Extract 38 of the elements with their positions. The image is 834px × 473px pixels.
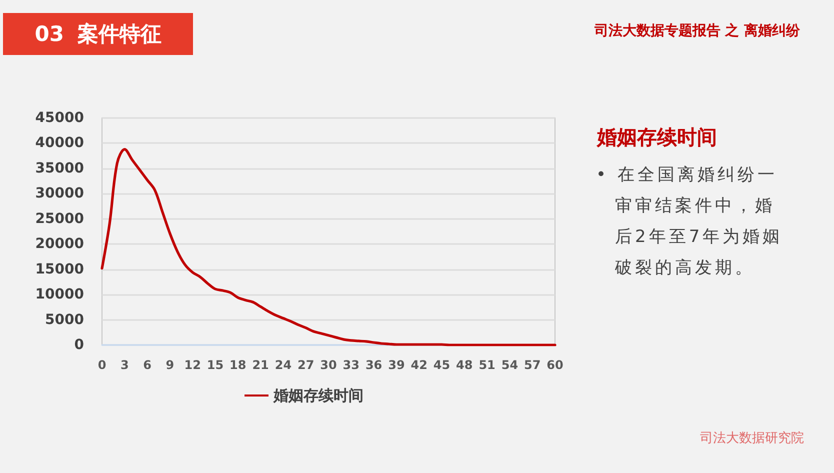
line-series [100,148,556,346]
x-tick-label: 6 [143,358,152,372]
x-tick-label: 0 [98,358,106,372]
x-tick-label: 51 [478,358,496,372]
y-tick-label: 40000 [35,135,84,152]
x-tick-label: 15 [206,358,224,372]
x-tick-label: 24 [274,358,292,372]
x-tick-label: 12 [184,358,201,372]
y-tick-label: 30000 [35,186,84,202]
y-tick-label: 5000 [45,312,84,328]
x-tick-label: 48 [456,358,473,372]
x-tick-label: 57 [524,358,541,372]
x-tick-label: 45 [433,358,450,372]
x-tick-label: 21 [252,358,269,372]
x-tick-label: 9 [166,358,174,372]
legend-label: 婚姻存续时间 [272,386,364,404]
y-tick-label: 0 [74,337,84,353]
x-tick-label: 30 [320,358,337,372]
y-tick-label: 35000 [35,160,84,176]
x-tick-label: 3 [120,358,129,372]
y-tick-label: 25000 [35,210,84,227]
x-tick-label: 36 [365,358,382,372]
y-tick-label: 45000 [35,110,84,126]
y-tick-label: 10000 [35,286,84,303]
text: 司法大数据专题报告 之 离婚纠纷 [594,22,800,40]
text: 司法大数据研究院 [700,430,804,447]
y-tick-label: 15000 [35,261,84,278]
x-tick-label: 42 [410,358,428,372]
text: • 在全国离婚纠纷一审审结案件中，婚后2年至7年为婚姻破裂的高发期。 [596,164,784,280]
x-tick-label: 18 [230,358,246,372]
x-tick-label: 33 [342,358,360,372]
x-tick-label: 27 [298,358,314,372]
chart-title: 03 案件特征 [3,13,193,55]
x-tick-label: 39 [388,358,405,372]
x-tick-label: 54 [501,358,518,372]
x-tick-label: 60 [546,358,564,372]
y-tick-label: 20000 [35,236,84,252]
text: 婚姻存续时间 [597,124,717,151]
